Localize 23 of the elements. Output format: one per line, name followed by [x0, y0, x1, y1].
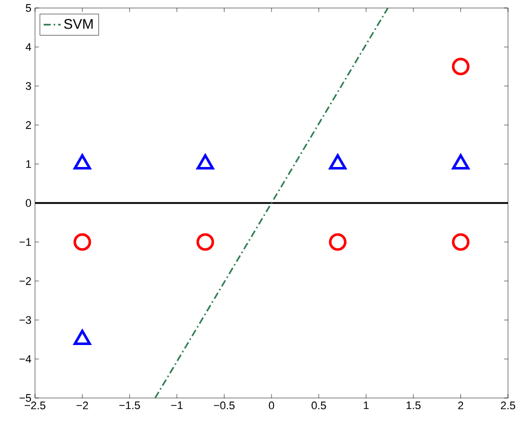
y-tick-label: 3 [26, 82, 31, 90]
x-tick-label: 0.5 [312, 402, 326, 410]
x-tick-label: 1.5 [406, 402, 421, 410]
x-tick-label: 2.5 [500, 402, 516, 410]
x-tick-label: −0.5 [214, 402, 235, 410]
y-tick-label: 5 [26, 4, 32, 12]
x-tick-label: 0 [268, 402, 274, 410]
y-tick-label: −3 [20, 316, 31, 324]
y-tick-label: 0 [26, 199, 32, 207]
y-tick-label: −2 [20, 277, 31, 285]
x-tick-label: −1 [171, 402, 183, 410]
x-tick-label: 2 [458, 402, 464, 410]
x-tick-label: 1 [364, 402, 369, 410]
legend-label: SVM [64, 19, 93, 29]
x-tick-label: −2 [76, 402, 88, 410]
x-tick-label: −2.5 [24, 402, 46, 410]
y-tick-label: 4 [26, 43, 32, 51]
y-tick-label: −1 [20, 238, 31, 246]
y-tick-label: −5 [20, 394, 32, 402]
y-tick-label: 2 [26, 121, 31, 129]
x-tick-label: −1.5 [119, 402, 140, 410]
y-tick-label: −4 [20, 355, 32, 363]
y-tick-label: 1 [26, 160, 31, 168]
